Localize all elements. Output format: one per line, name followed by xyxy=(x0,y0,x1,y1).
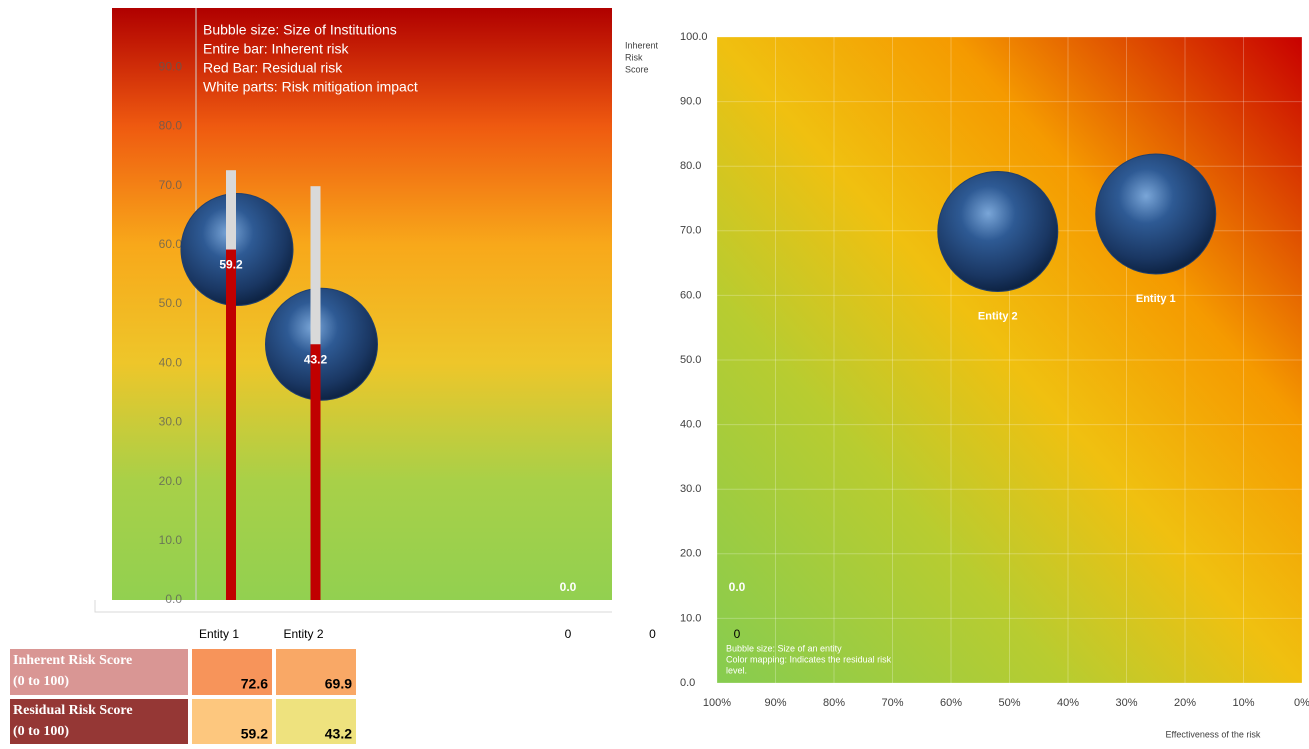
value-label: 0.0 xyxy=(729,580,746,594)
y-tick-label: 50.0 xyxy=(680,354,701,366)
value-label: 43.2 xyxy=(304,352,328,366)
annotation: Red Bar: Residual risk xyxy=(203,60,343,76)
y-tick-label: 100.0 xyxy=(680,31,708,43)
x-tick-label: Entity 1 xyxy=(199,627,239,641)
annotation: Color mapping: Indicates the residual ri… xyxy=(726,654,892,664)
x-axis-title: Effectiveness of the risk xyxy=(1166,729,1261,739)
page: {"chart_data": [ {"type": "bar", "annota… xyxy=(0,0,1309,744)
y-tick-label: 70.0 xyxy=(159,178,183,192)
table-value: 43.2 xyxy=(325,726,352,742)
x-tick-label: 60% xyxy=(940,697,962,709)
row-header: (0 to 100) xyxy=(13,724,69,739)
x-tick-label: 80% xyxy=(823,697,845,709)
bubble xyxy=(938,171,1058,291)
x-tick-label: 50% xyxy=(998,697,1020,709)
x-tick-label: 0 xyxy=(565,627,572,641)
y-tick-label: 20.0 xyxy=(159,474,183,488)
x-tick-label: 0% xyxy=(1294,697,1309,709)
plot-background xyxy=(112,8,612,600)
y-tick-label: 70.0 xyxy=(680,225,701,237)
annotation: Bubble size: Size of an entity xyxy=(726,643,842,653)
bubble xyxy=(266,288,378,400)
y-tick-label: 60.0 xyxy=(680,289,701,301)
y-tick-label: 90.0 xyxy=(680,96,701,108)
row-header: (0 to 100) xyxy=(13,674,69,689)
y-tick-label: 40.0 xyxy=(680,419,701,431)
value-label: 0.0 xyxy=(560,580,577,594)
y-tick-label: 80.0 xyxy=(680,160,701,172)
y-tick-label: 30.0 xyxy=(680,483,701,495)
y-tick-label: 50.0 xyxy=(159,296,183,310)
x-tick-label: 30% xyxy=(1115,697,1137,709)
value-label: 0.0 xyxy=(644,580,661,594)
y-tick-label: 60.0 xyxy=(159,237,183,251)
y-tick-label: 0.0 xyxy=(680,677,695,689)
y-tick-label: 10.0 xyxy=(159,533,183,547)
annotation: level. xyxy=(726,665,747,675)
y-tick-label: 30.0 xyxy=(159,415,183,429)
annotation: Bubble size: Size of Institutions xyxy=(203,22,397,38)
row-header: Residual Risk Score xyxy=(13,703,133,718)
table-value: 59.2 xyxy=(241,726,268,742)
annotation: Entire bar: Inherent risk xyxy=(203,41,350,57)
y-tick-label: 90.0 xyxy=(159,59,183,73)
bar xyxy=(226,250,236,600)
table-value: 72.6 xyxy=(241,676,268,692)
point-label: Entity 1 xyxy=(1136,293,1176,305)
table-value: 69.9 xyxy=(325,676,352,692)
value-label: 59.2 xyxy=(219,258,243,272)
bubble xyxy=(181,194,293,306)
y-axis-title: Inherent xyxy=(625,40,659,50)
y-tick-label: 40.0 xyxy=(159,355,183,369)
bar xyxy=(311,344,321,600)
x-tick-label: 0 xyxy=(649,627,656,641)
x-tick-label: 20% xyxy=(1174,697,1196,709)
x-tick-label: Entity 2 xyxy=(283,627,323,641)
y-tick-label: 10.0 xyxy=(680,612,701,624)
dashboard: 0.0 10.0 20.0 30.0 40.0 50.0 60.0 70.0 80.0 90.0 B… xyxy=(0,0,1309,744)
row-header: Inherent Risk Score xyxy=(13,653,132,668)
x-tick-label: 0 xyxy=(734,627,741,641)
y-tick-label: 80.0 xyxy=(159,119,183,133)
x-tick-label: 100% xyxy=(703,697,731,709)
y-axis-title: Score xyxy=(625,64,649,74)
x-tick-label: 10% xyxy=(1232,697,1254,709)
x-tick-label: 40% xyxy=(1057,697,1079,709)
bubble xyxy=(1096,154,1216,274)
point-label: Entity 2 xyxy=(978,310,1018,322)
y-tick-label: 0.0 xyxy=(165,592,182,606)
x-tick-label: 70% xyxy=(881,697,903,709)
y-axis-title: Risk xyxy=(625,52,643,62)
x-tick-label: 90% xyxy=(764,697,786,709)
y-tick-label: 20.0 xyxy=(680,548,701,560)
annotation: White parts: Risk mitigation impact xyxy=(203,79,418,95)
